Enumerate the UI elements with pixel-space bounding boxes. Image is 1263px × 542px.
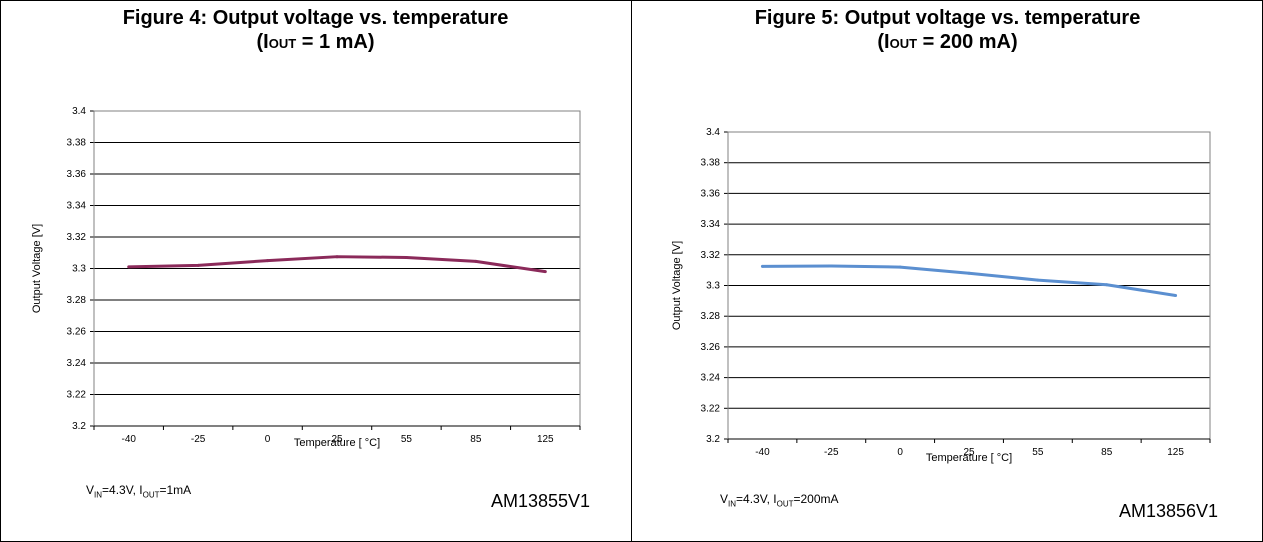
x-tick-label: 0 [897, 447, 903, 458]
y-tick-label: 3.32 [67, 232, 87, 243]
data-point [967, 271, 971, 275]
y-tick-label: 3.36 [67, 169, 87, 180]
data-point [474, 259, 478, 263]
x-tick-label: 125 [1167, 447, 1184, 458]
y-tick-label: 3.38 [701, 158, 721, 169]
figure-4-title-text: Figure 4: Output voltage vs. temperature [122, 7, 509, 29]
y-tick-label: 3.34 [701, 219, 721, 230]
series-line [128, 255, 546, 274]
y-tick-label: 3.24 [701, 373, 721, 384]
y-tick-label: 3.26 [701, 342, 721, 353]
data-point [760, 264, 764, 268]
x-tick-label: -40 [121, 434, 136, 445]
series-line [762, 264, 1176, 297]
data-point [543, 270, 547, 274]
figure-5-subtitle: (IOUT = 200 mA) [877, 31, 1018, 53]
figure-4-subtitle: (IOUT = 1 mA) [256, 31, 375, 53]
y-tick-label: 3.38 [67, 138, 87, 149]
y-tick-label: 3.28 [67, 295, 87, 306]
x-tick-label: 25 [963, 447, 975, 458]
x-tick-label: 125 [537, 434, 554, 445]
y-tick-label: 3.26 [67, 327, 87, 338]
x-axis-title: Temperature [ °C] [926, 452, 1012, 464]
data-point [335, 255, 339, 259]
y-tick-label: 3.34 [67, 201, 87, 212]
data-point [196, 263, 200, 267]
figure-4-chart: 3.4 3.38 3.36 3.34 3.32 3.3 3.28 3.26 3.24 3.22 3.… [31, 106, 581, 449]
figure-5-title-text: Figure 5: Output voltage vs. temperature [754, 7, 1141, 29]
data-point [1105, 283, 1109, 287]
panel-divider [631, 0, 632, 542]
x-tick-label: 55 [401, 434, 413, 445]
data-point [898, 265, 902, 269]
data-point [829, 264, 833, 268]
y-tick-label: 3.3 [706, 281, 720, 292]
y-tick-label: 3.36 [701, 188, 721, 199]
data-point [1036, 278, 1040, 282]
data-point [266, 259, 270, 263]
data-point [1174, 293, 1178, 297]
x-tick-label: -40 [755, 447, 770, 458]
figure-5-chart: 3.4 3.38 3.36 3.34 3.32 3.3 3.28 3.26 3.24 3.22 3.… [671, 127, 1211, 464]
y-axis-title: Output Voltage [V] [671, 241, 683, 330]
y-tick-label: 3.4 [706, 127, 720, 138]
x-tick-label: 85 [470, 434, 482, 445]
figure-5-panel: Figure 5: Output voltage vs. temperature… [632, 0, 1263, 542]
y-tick-label: 3.4 [72, 106, 86, 117]
x-tick-label: 85 [1101, 447, 1113, 458]
y-axis-title: Output Voltage [V] [31, 224, 43, 313]
x-tick-label: -25 [191, 434, 206, 445]
x-tick-label: 25 [331, 434, 343, 445]
figure-4-title: Figure 4: Output voltage vs. temperature… [0, 6, 631, 56]
y-tick-label: 3.24 [67, 358, 87, 369]
y-tick-label: 3.32 [701, 250, 721, 261]
y-tick-label: 3.2 [706, 434, 720, 445]
x-tick-label: 0 [265, 434, 271, 445]
figure-5-title: Figure 5: Output voltage vs. temperature… [632, 6, 1263, 56]
y-tick-label: 3.22 [701, 403, 721, 414]
figure-5-conditions: VIN=4.3V, IOUT=200mA [720, 492, 839, 509]
y-tick-label: 3.28 [701, 311, 721, 322]
x-tick-label: -25 [824, 447, 839, 458]
x-axis-title: Temperature [ °C] [294, 437, 380, 449]
y-tick-label: 3.2 [72, 421, 86, 432]
figure-4-conditions: VIN=4.3V, IOUT=1mA [86, 483, 192, 500]
figure-4-code: AM13855V1 [491, 491, 591, 511]
data-point [404, 255, 408, 259]
data-point [127, 265, 131, 269]
figure-5-code: AM13856V1 [1119, 501, 1219, 521]
x-tick-label: 55 [1032, 447, 1044, 458]
figure-4-panel: Figure 4: Output voltage vs. temperature… [0, 0, 631, 542]
y-tick-label: 3.22 [67, 390, 87, 401]
y-tick-label: 3.3 [72, 264, 86, 275]
